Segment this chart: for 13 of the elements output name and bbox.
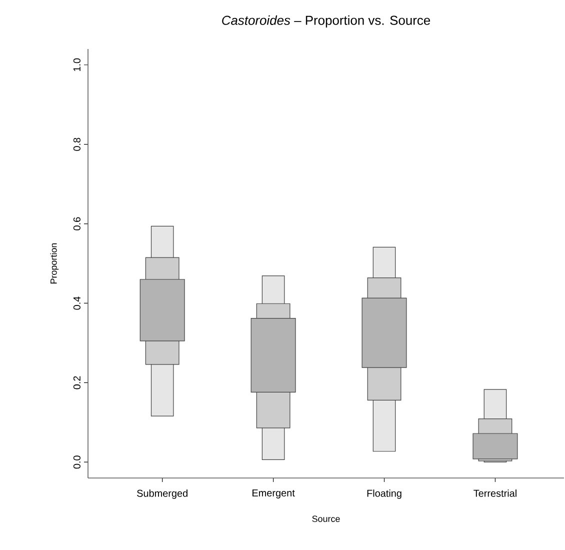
- y-tick-label: 0.4: [73, 296, 80, 310]
- y-tick-label: 0.0: [73, 456, 80, 469]
- chart-title: Castoroides – Proportion vs. Source: [222, 15, 430, 28]
- x-tick-label: Emergent: [252, 490, 295, 498]
- x-tick-label: Floating: [367, 490, 402, 499]
- y-tick-label: 0.6: [73, 217, 80, 230]
- y-axis-title: Proportion: [50, 243, 59, 284]
- x-axis-title: Source: [312, 516, 340, 522]
- y-tick-label: 0.2: [73, 376, 80, 390]
- y-tick-label: 1.0: [73, 58, 80, 72]
- y-tick-label: 0.8: [73, 138, 80, 151]
- x-tick-label: Terrestrial: [474, 490, 516, 497]
- x-tick-label: Submerged: [137, 490, 188, 499]
